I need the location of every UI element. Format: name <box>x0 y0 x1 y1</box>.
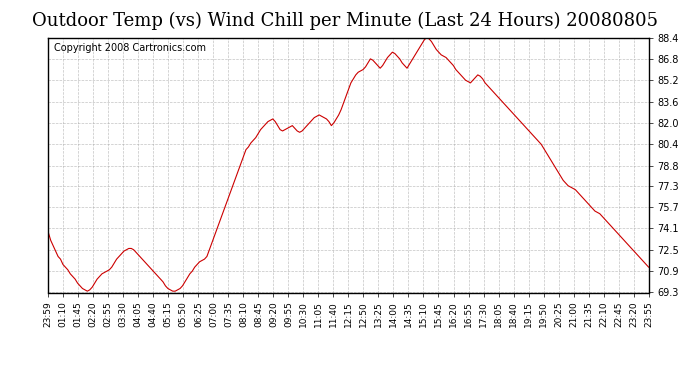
Text: Copyright 2008 Cartronics.com: Copyright 2008 Cartronics.com <box>55 43 206 52</box>
Text: Outdoor Temp (vs) Wind Chill per Minute (Last 24 Hours) 20080805: Outdoor Temp (vs) Wind Chill per Minute … <box>32 11 658 30</box>
